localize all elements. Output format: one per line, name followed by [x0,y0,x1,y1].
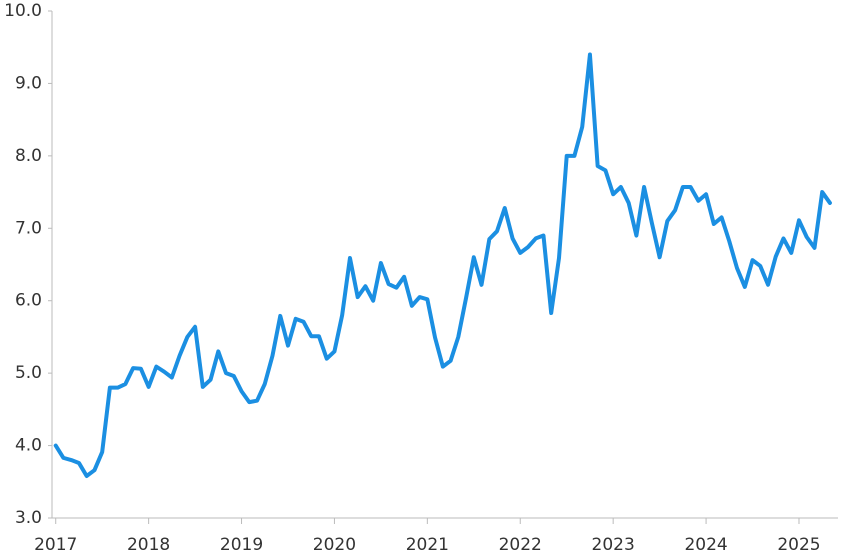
data-line [53,52,832,478]
y-tick-label: 3.0 [15,508,42,528]
x-tick-label: 2020 [313,535,356,555]
x-tick-label: 2024 [684,535,727,555]
y-tick-label: 10.0 [4,1,42,21]
y-tick-label: 6.0 [15,291,42,311]
y-tick-label: 8.0 [15,146,42,166]
y-tick-label: 4.0 [15,436,42,456]
x-tick-label: 2021 [406,535,449,555]
x-tick-label: 2025 [777,535,820,555]
y-tick-label: 7.0 [15,218,42,238]
x-tick-label: 2019 [220,535,263,555]
y-tick-label: 9.0 [15,73,42,93]
x-tick-label: 2023 [592,535,635,555]
x-tick-label: 2017 [34,535,77,555]
x-tick-label: 2018 [127,535,170,555]
y-tick-label: 5.0 [15,363,42,383]
x-tick-label: 2022 [499,535,542,555]
